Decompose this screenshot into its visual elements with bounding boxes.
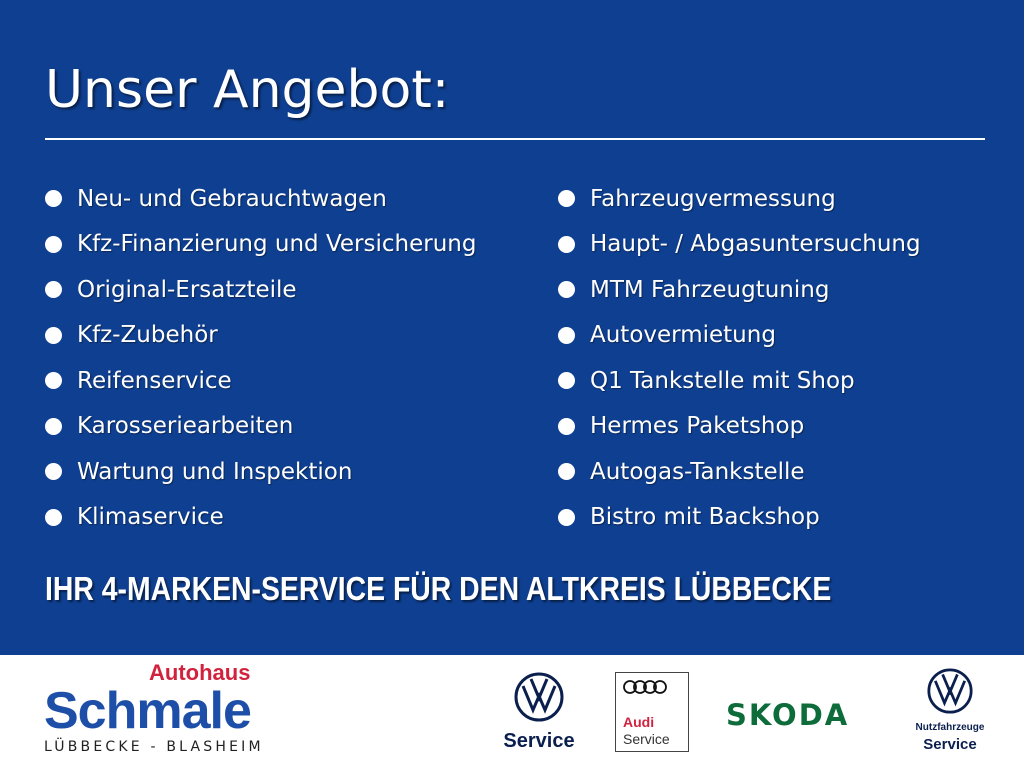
vw-icon <box>514 672 564 722</box>
tagline: IHR 4-MARKEN-SERVICE FÜR DEN ALTKREIS LÜ… <box>45 570 832 607</box>
bullet-icon <box>558 417 575 435</box>
item-label: Autogas-Tankstelle <box>590 458 805 485</box>
services-list-left: Neu- und Gebrauchtwagen Kfz-Finanzierung… <box>45 176 476 540</box>
item-label: Neu- und Gebrauchtwagen <box>77 185 387 212</box>
vw-nutzfahrzeuge-logo: Nutzfahrzeuge Service <box>905 668 995 753</box>
audi-brand-label: Audi <box>623 714 655 730</box>
item-label: Q1 Tankstelle mit Shop <box>590 367 855 394</box>
item-label: Hermes Paketshop <box>590 413 805 440</box>
list-item: Q1 Tankstelle mit Shop <box>558 358 921 404</box>
list-item: Original-Ersatzteile <box>45 267 476 313</box>
list-item: Kfz-Zubehör <box>45 313 476 359</box>
item-label: Autovermietung <box>590 322 776 349</box>
bullet-icon <box>45 235 62 253</box>
list-item: MTM Fahrzeugtuning <box>558 267 921 313</box>
bullet-icon <box>558 281 575 299</box>
vwn-top-label: Nutzfahrzeuge <box>915 722 985 733</box>
item-label: Kfz-Finanzierung und Versicherung <box>77 231 477 258</box>
vw-icon <box>927 668 973 714</box>
item-label: Klimaservice <box>77 504 224 531</box>
logo-band <box>0 655 1024 768</box>
item-label: Haupt- / Abgasuntersuchung <box>590 231 921 258</box>
page-title: Unser Angebot: <box>45 60 450 120</box>
bullet-icon <box>45 326 62 344</box>
list-item: Fahrzeugvermessung <box>558 176 921 222</box>
list-item: Wartung und Inspektion <box>45 449 476 495</box>
divider <box>45 138 985 140</box>
item-label: Fahrzeugvermessung <box>590 185 836 212</box>
logo-top-text: Autohaus <box>149 660 251 685</box>
bullet-icon <box>45 463 62 481</box>
list-item: Bistro mit Backshop <box>558 495 921 541</box>
audi-rings-icon <box>623 680 667 694</box>
bullet-icon <box>558 372 575 390</box>
item-label: Bistro mit Backshop <box>590 504 820 531</box>
bullet-icon <box>558 508 575 526</box>
autohaus-schmale-logo: Autohaus Schmale LÜBBECKE - BLASHEIM <box>44 662 334 758</box>
vw-service-label: Service <box>503 730 575 752</box>
bullet-icon <box>45 417 62 435</box>
list-item: Hermes Paketshop <box>558 404 921 450</box>
list-item: Kfz-Finanzierung und Versicherung <box>45 222 476 268</box>
bullet-icon <box>558 235 575 253</box>
offer-panel: Unser Angebot: Neu- und Gebrauchtwagen K… <box>0 0 1024 655</box>
item-label: Reifenservice <box>77 367 232 394</box>
list-item: Autovermietung <box>558 313 921 359</box>
logo-sub-text: LÜBBECKE - BLASHEIM <box>44 739 264 755</box>
bullet-icon <box>558 190 575 208</box>
item-label: MTM Fahrzeugtuning <box>590 276 830 303</box>
bullet-icon <box>45 281 62 299</box>
list-item: Karosseriearbeiten <box>45 404 476 450</box>
services-list-right: Fahrzeugvermessung Haupt- / Abgasuntersu… <box>558 176 921 540</box>
list-item: Neu- und Gebrauchtwagen <box>45 176 476 222</box>
list-item: Haupt- / Abgasuntersuchung <box>558 222 921 268</box>
vw-service-logo: Service <box>498 672 580 753</box>
item-label: Wartung und Inspektion <box>77 458 353 485</box>
item-label: Kfz-Zubehör <box>77 322 218 349</box>
item-label: Karosseriearbeiten <box>77 413 294 440</box>
list-item: Reifenservice <box>45 358 476 404</box>
bullet-icon <box>45 372 62 390</box>
bullet-icon <box>558 463 575 481</box>
skoda-logo: SKODA <box>726 698 850 732</box>
audi-service-label: Service <box>623 731 670 747</box>
item-label: Original-Ersatzteile <box>77 276 297 303</box>
audi-service-logo: Audi Service <box>615 672 689 752</box>
bullet-icon <box>558 326 575 344</box>
bullet-icon <box>45 190 62 208</box>
bullet-icon <box>45 508 62 526</box>
logo-main-text: Schmale <box>44 682 252 740</box>
list-item: Autogas-Tankstelle <box>558 449 921 495</box>
vwn-service-label: Service <box>923 736 977 753</box>
list-item: Klimaservice <box>45 495 476 541</box>
